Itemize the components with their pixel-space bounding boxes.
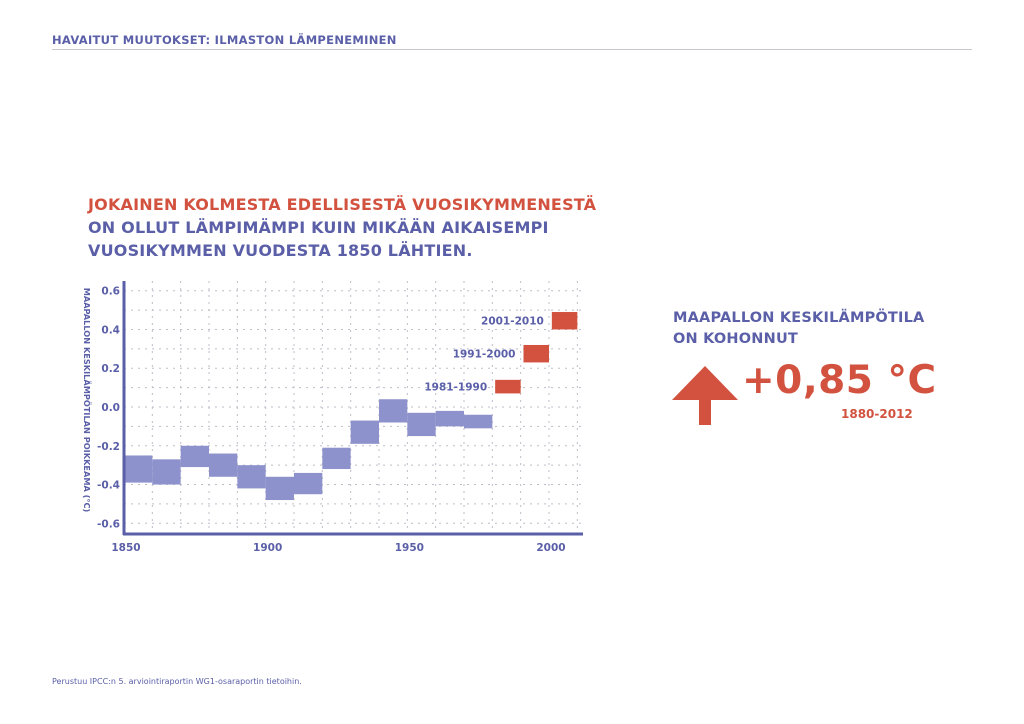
callout-title-line-2: ON KOHONNUT [673, 331, 799, 347]
callout-title-line-1: MAAPALLON KESKILÄMPÖTILA [673, 310, 925, 326]
y-tick-label: 0.4 [101, 324, 120, 336]
y-tick-label: -0.2 [97, 441, 120, 453]
chart-axes [122, 281, 583, 536]
x-tick-label: 2000 [536, 542, 565, 554]
decade-bar [407, 412, 436, 437]
decade-label: 2001-2010 [481, 316, 544, 328]
decade-bar [294, 472, 323, 495]
decade-bar [152, 459, 181, 485]
x-tick-label: 1850 [111, 542, 140, 554]
period-label: 1880-2012 [841, 407, 913, 421]
arrow-up-icon [672, 366, 738, 425]
decade-bar [350, 420, 379, 444]
headline-line-1: JOKAINEN KOLMESTA EDELLISESTÄ VUOSIKYMME… [88, 195, 597, 214]
y-tick-label: 0.0 [101, 402, 120, 414]
y-tick-label: 0.6 [101, 286, 120, 298]
decade-label: 1981-1990 [424, 382, 487, 394]
decade-bar [464, 414, 493, 429]
y-tick-label: 0.2 [101, 363, 120, 375]
x-tick-label: 1950 [395, 542, 424, 554]
header-divider [52, 49, 972, 50]
decade-bar [495, 379, 521, 394]
decade-bar [209, 453, 238, 477]
chart-labels: 0.6 0.4 0.2 0.0 -0.2 -0.4 -0.6 1850 1900 1950 2000… [97, 286, 566, 554]
headline: JOKAINEN KOLMESTA EDELLISESTÄ VUOSIKYMME… [88, 193, 596, 262]
decade-bar [124, 455, 153, 483]
headline-line-2: ON OLLUT LÄMPIMÄMPI KUIN MIKÄÄN AIKAISEM… [88, 218, 549, 237]
decade-bar [379, 399, 408, 423]
x-tick-label: 1900 [253, 542, 282, 554]
y-tick-label: -0.6 [97, 518, 120, 530]
y-tick-label: -0.4 [97, 480, 120, 492]
decade-bar [551, 312, 578, 330]
decade-bar [180, 445, 209, 468]
temperature-increase-value: +0,85 °C [742, 358, 937, 403]
decade-label: 1991-2000 [453, 349, 516, 361]
chart-bars [124, 312, 578, 501]
decade-bar [523, 344, 549, 363]
page-header: HAVAITUT MUUTOKSET: ILMASTON LÄMPENEMINE… [52, 33, 397, 47]
decade-bar [237, 465, 266, 489]
decade-bar [265, 476, 294, 501]
callout-title: MAAPALLON KESKILÄMPÖTILA ON KOHONNUT [673, 308, 924, 350]
headline-line-3: VUOSIKYMMEN VUODESTA 1850 LÄHTIEN. [88, 241, 473, 260]
decade-bar [435, 410, 464, 427]
y-axis-label: MAAPALLON KESKILÄMPÖTILAN POIKKEAMA (°C) [82, 288, 92, 513]
source-note: Perustuu IPCC:n 5. arviointiraportin WG1… [52, 677, 302, 686]
decade-bar [322, 447, 351, 470]
